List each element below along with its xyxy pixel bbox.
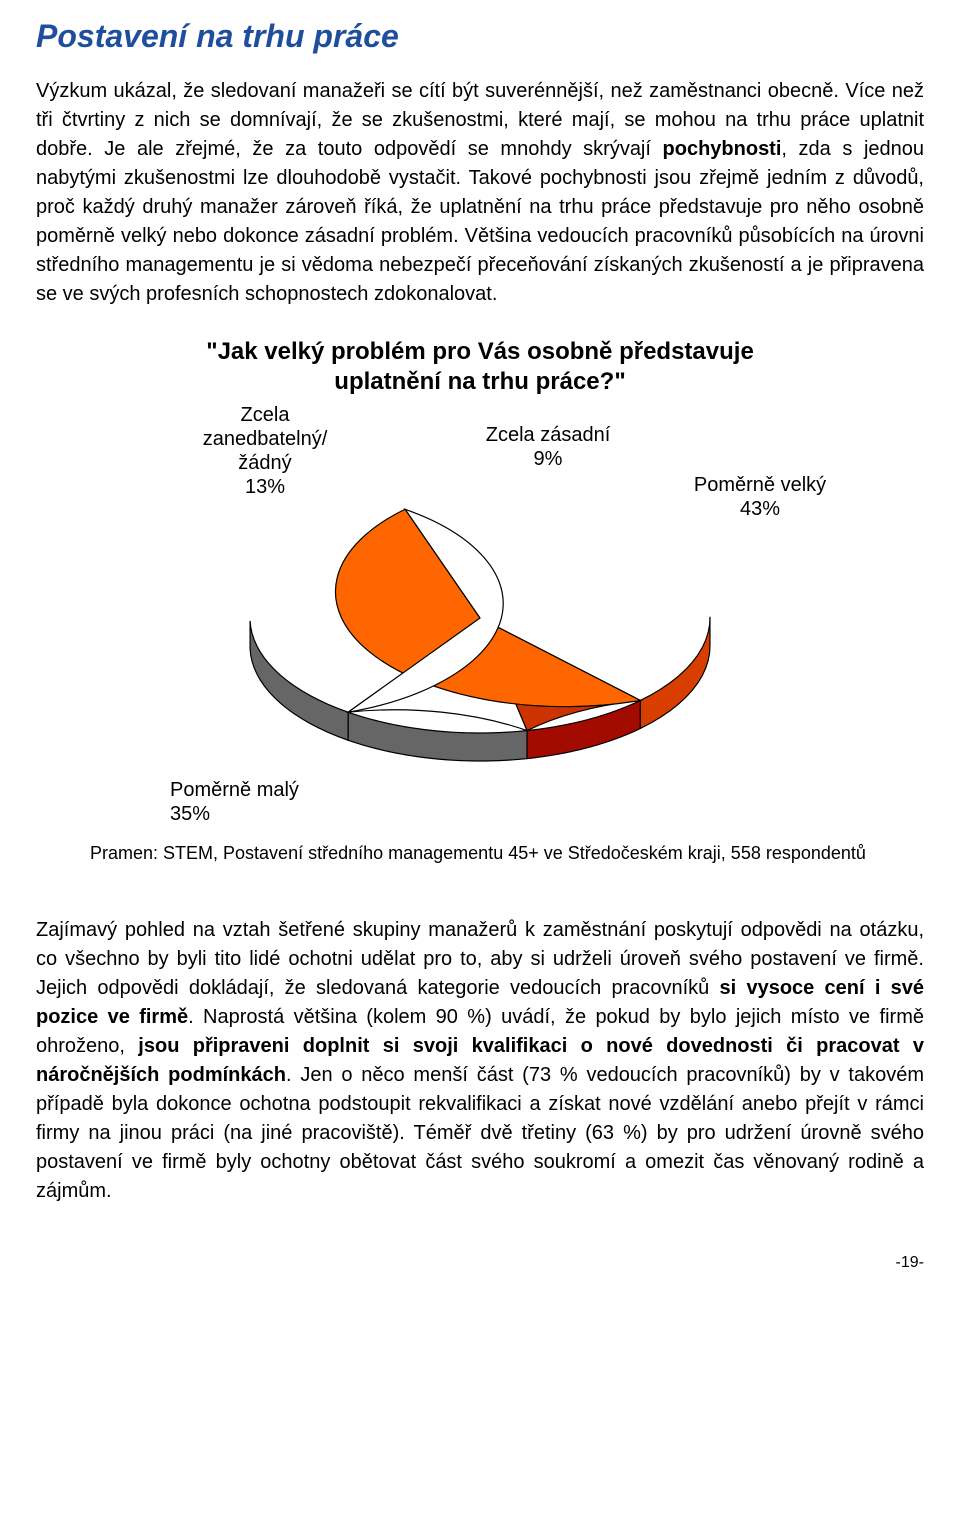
pie-label: Poměrně malý35%: [170, 778, 299, 826]
pie-chart-block: "Jak velký problém pro Vás osobně předst…: [90, 337, 870, 864]
document-page: Postavení na trhu práce Výzkum ukázal, ž…: [0, 0, 960, 1296]
intro-paragraph: Výzkum ukázal, že sledovaní manažeři se …: [36, 77, 924, 309]
pie-chart: Zcelazanedbatelný/žádný13% Zcela zásadní9…: [90, 403, 870, 843]
pie-label: Poměrně velký43%: [694, 473, 826, 521]
second-paragraph: Zajímavý pohled na vztah šetřené skupiny…: [36, 916, 924, 1206]
chart-source: Pramen: STEM, Postavení středního manage…: [90, 843, 870, 864]
page-number: -19-: [36, 1254, 924, 1272]
pie-label: Zcelazanedbatelný/žádný13%: [203, 403, 328, 499]
chart-title: "Jak velký problém pro Vás osobně předst…: [90, 337, 870, 397]
page-title: Postavení na trhu práce: [36, 18, 924, 55]
pie-label: Zcela zásadní9%: [486, 423, 611, 471]
